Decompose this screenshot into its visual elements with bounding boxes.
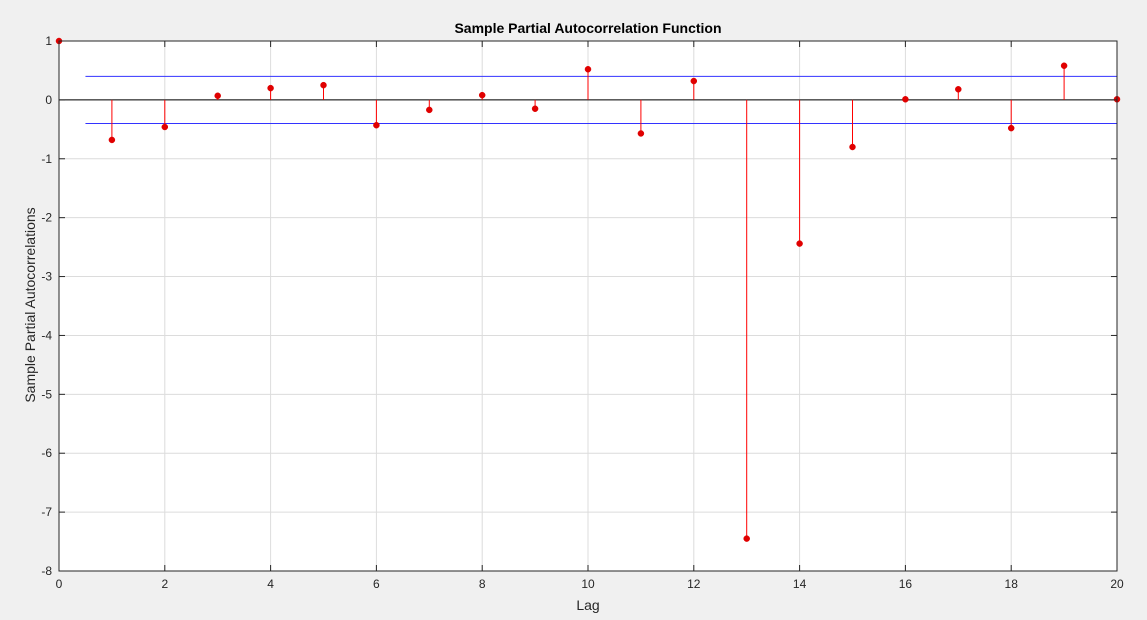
y-tick-label: -4 bbox=[41, 328, 52, 342]
x-tick-label: 18 bbox=[1005, 577, 1019, 591]
x-tick-labels: 0 2 4 6 8 10 12 14 16 18 20 bbox=[56, 41, 1124, 591]
stem-marker bbox=[955, 86, 962, 93]
stem-marker bbox=[902, 96, 909, 103]
stem-marker bbox=[108, 136, 116, 144]
x-tick-label: 14 bbox=[793, 577, 807, 591]
stem-marker bbox=[373, 121, 380, 129]
stem-marker bbox=[1060, 62, 1068, 69]
stem-marker bbox=[584, 66, 592, 73]
x-axis-title: Lag bbox=[576, 597, 599, 613]
x-tick-label: 8 bbox=[479, 577, 486, 591]
y-tick-label: -5 bbox=[41, 387, 52, 401]
stem-marker bbox=[320, 81, 327, 89]
y-tick-label: -1 bbox=[41, 152, 52, 166]
x-tick-label: 16 bbox=[899, 577, 913, 591]
y-tick-label: 0 bbox=[45, 93, 52, 107]
y-tick-label: 1 bbox=[45, 34, 52, 48]
stem-marker bbox=[267, 84, 274, 92]
stem-marker bbox=[796, 240, 803, 247]
y-tick-label: -2 bbox=[41, 211, 52, 225]
y-tick-label: -8 bbox=[41, 564, 52, 578]
confidence-bounds bbox=[85, 75, 1117, 124]
y-tick-label: -6 bbox=[41, 446, 52, 460]
stem-marker bbox=[531, 105, 539, 112]
stem-marker bbox=[1007, 124, 1015, 132]
stem-marker bbox=[690, 77, 698, 85]
stem-marker bbox=[161, 123, 169, 131]
stem-marker bbox=[637, 130, 645, 137]
x-tick-label: 4 bbox=[267, 577, 274, 591]
stem-marker bbox=[478, 91, 486, 99]
x-tick-label: 0 bbox=[56, 577, 63, 591]
x-tick-label: 10 bbox=[581, 577, 595, 591]
stem-marker bbox=[426, 106, 433, 114]
chart-title: Sample Partial Autocorrelation Function bbox=[454, 20, 721, 36]
y-tick-label: -3 bbox=[41, 270, 52, 284]
stem-marker bbox=[743, 535, 750, 542]
x-tick-label: 12 bbox=[687, 577, 701, 591]
stem-marker bbox=[214, 92, 221, 100]
y-tick-label: -7 bbox=[41, 505, 52, 519]
x-tick-label: 6 bbox=[373, 577, 380, 591]
x-tick-label: 2 bbox=[161, 577, 168, 591]
stem-marker bbox=[849, 143, 856, 151]
y-tick-labels: 1 0 -1 -2 -3 -4 -5 -6 -7 -8 bbox=[41, 34, 1117, 578]
y-axis-title: Sample Partial Autocorrelations bbox=[22, 207, 38, 402]
stem-series bbox=[55, 37, 1121, 542]
x-tick-label: 20 bbox=[1110, 577, 1124, 591]
